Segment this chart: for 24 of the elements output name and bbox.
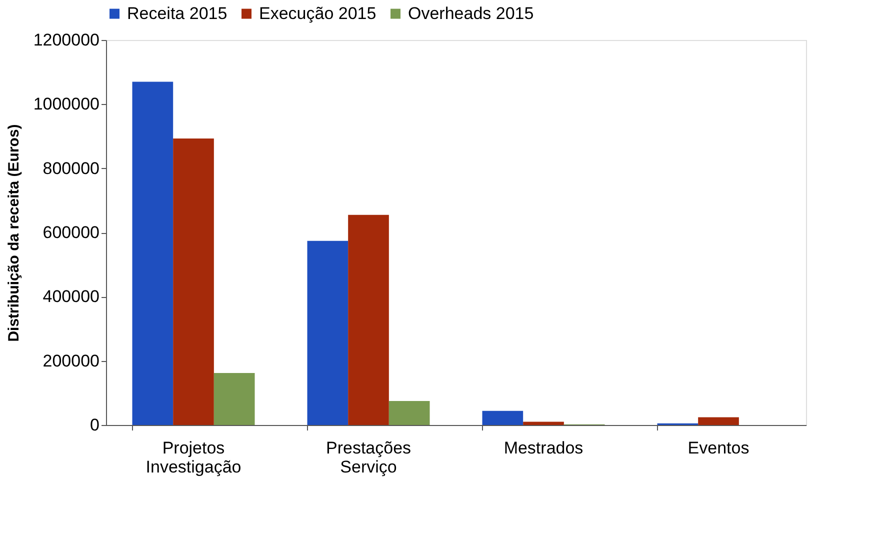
bar <box>173 138 214 425</box>
bar <box>214 373 255 425</box>
y-tick-label: 0 <box>90 416 100 434</box>
bar <box>307 240 348 425</box>
x-tick-label: Projetos Investigação <box>146 438 242 476</box>
y-tick-label: 600000 <box>42 223 100 242</box>
y-axis-title: Distribuição da receita (Euros) <box>5 124 22 342</box>
x-tick-label: Mestrados <box>504 438 584 458</box>
bar <box>698 417 739 425</box>
legend-label: Receita 2015 <box>127 4 228 23</box>
y-tick-label: 200000 <box>42 351 100 370</box>
y-tick-label: 1000000 <box>33 94 100 114</box>
bar <box>523 422 564 425</box>
bar <box>388 400 430 425</box>
bar <box>482 410 524 425</box>
bar <box>132 82 174 425</box>
x-tick-label: Eventos <box>688 438 750 458</box>
x-tick-label: Prestações Serviço <box>326 438 412 476</box>
y-tick-label: 1200000 <box>33 30 100 50</box>
bar <box>348 214 389 425</box>
y-tick-label: 400000 <box>42 287 100 306</box>
legend-label: Execução 2015 <box>259 4 376 23</box>
y-tick-label: 800000 <box>42 158 100 178</box>
legend-label: Overheads 2015 <box>408 4 534 23</box>
